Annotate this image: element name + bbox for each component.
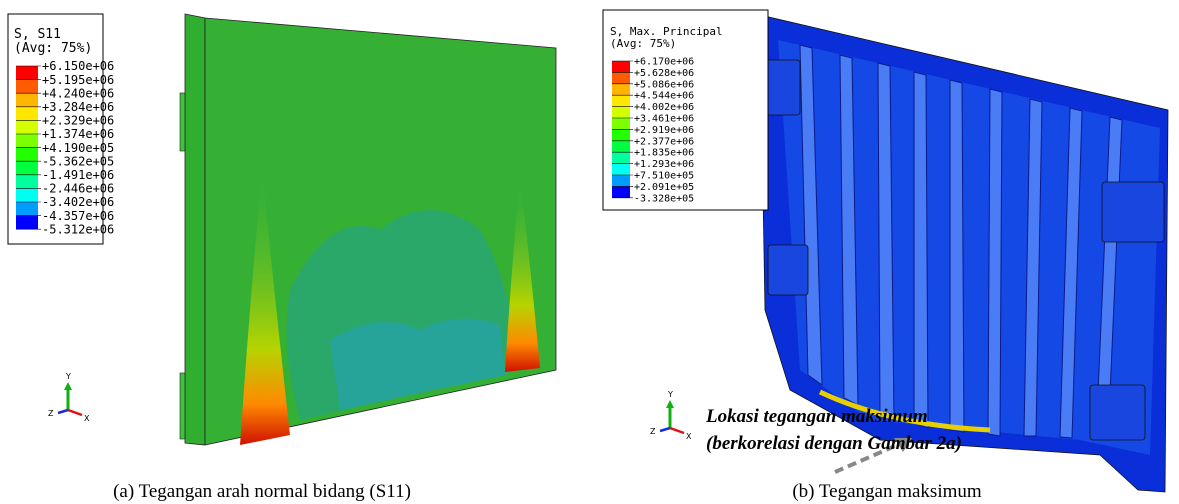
legend-label: +5.628e+06: [634, 68, 694, 79]
figure: Lokasi tegangan maksimum (berkorelasi de…: [0, 0, 1179, 504]
caption: (a) Tegangan arah normal bidang (S11): [113, 481, 411, 502]
legend-subtitle: (Avg: 75%): [14, 41, 92, 56]
legend-label: +4.240e+06: [42, 86, 114, 100]
legend-swatch: [16, 175, 38, 189]
legend-label: -5.362e+05: [42, 154, 114, 168]
legend-swatch: [612, 118, 630, 129]
legend-label: +6.150e+06: [42, 59, 114, 73]
legend-label: +1.293e+06: [634, 159, 694, 170]
legend-label: +4.190e+05: [42, 141, 114, 155]
axis-y-head: [666, 400, 674, 408]
legend-label: +2.919e+06: [634, 125, 694, 136]
caption: (b) Tegangan maksimum: [792, 481, 982, 502]
legend-label: -5.312e+06: [42, 222, 114, 236]
legend-label: +5.086e+06: [634, 79, 694, 90]
legend-swatch: [612, 141, 630, 152]
axis-x: [670, 428, 684, 433]
legend-subtitle: (Avg: 75%): [610, 37, 676, 50]
legend-swatch: [612, 84, 630, 95]
annotation: (berkorelasi dengan Gambar 2a): [706, 433, 962, 454]
legend-swatch: [612, 186, 630, 197]
legend-swatch: [16, 93, 38, 107]
legend-swatch: [612, 164, 630, 175]
legend-swatch: [612, 175, 630, 186]
legend-swatch: [16, 202, 38, 216]
legend-label: +7.510e+05: [634, 171, 694, 182]
legend-swatch: [612, 61, 630, 72]
legend-swatch: [16, 134, 38, 148]
legend-title: S, S11: [14, 27, 61, 42]
axis-label: Y: [667, 390, 673, 399]
legend-label: +1.835e+06: [634, 148, 694, 159]
legend-label: +2.329e+06: [42, 114, 114, 128]
axis-label: X: [686, 432, 692, 441]
axis-label: Y: [65, 372, 71, 381]
legend-label: -3.402e+06: [42, 195, 114, 209]
legend-label: +4.002e+06: [634, 102, 694, 113]
legend-swatch: [612, 72, 630, 83]
annotation: Lokasi tegangan maksimum: [705, 406, 928, 427]
axis-label: Z: [48, 409, 54, 418]
legend-label: -1.491e+06: [42, 168, 114, 182]
legend-swatch: [16, 107, 38, 121]
legend-swatch: [16, 80, 38, 94]
plate-a: [180, 14, 556, 445]
legend-swatch: [16, 188, 38, 202]
legend-label: +2.091e+05: [634, 182, 694, 193]
axis-x: [68, 410, 82, 415]
legend-swatch: [16, 148, 38, 162]
legend-label: +1.374e+06: [42, 127, 114, 141]
legend-swatch: [612, 129, 630, 140]
legend-swatch: [612, 95, 630, 106]
legend-label: -3.328e+05: [634, 193, 694, 204]
axis-z: [660, 428, 670, 431]
legend-swatch: [16, 216, 38, 230]
legend-label: +3.284e+06: [42, 100, 114, 114]
legend-swatch: [16, 120, 38, 134]
legend-label: +5.195e+06: [42, 73, 114, 87]
legend-swatch: [16, 66, 38, 80]
legend-swatch: [612, 107, 630, 118]
axis-y-head: [64, 382, 72, 390]
legend-swatch: [16, 161, 38, 175]
legend-label: +4.544e+06: [634, 91, 694, 102]
legend-swatch: [612, 152, 630, 163]
axis-label: Z: [650, 427, 656, 436]
axis-label: X: [84, 414, 90, 423]
legend-label: +3.461e+06: [634, 114, 694, 125]
axis-z: [58, 410, 68, 413]
legend-label: +2.377e+06: [634, 136, 694, 147]
legend-label: -2.446e+06: [42, 182, 114, 196]
legend-label: -4.357e+06: [42, 209, 114, 223]
legend-label: +6.170e+06: [634, 57, 694, 68]
